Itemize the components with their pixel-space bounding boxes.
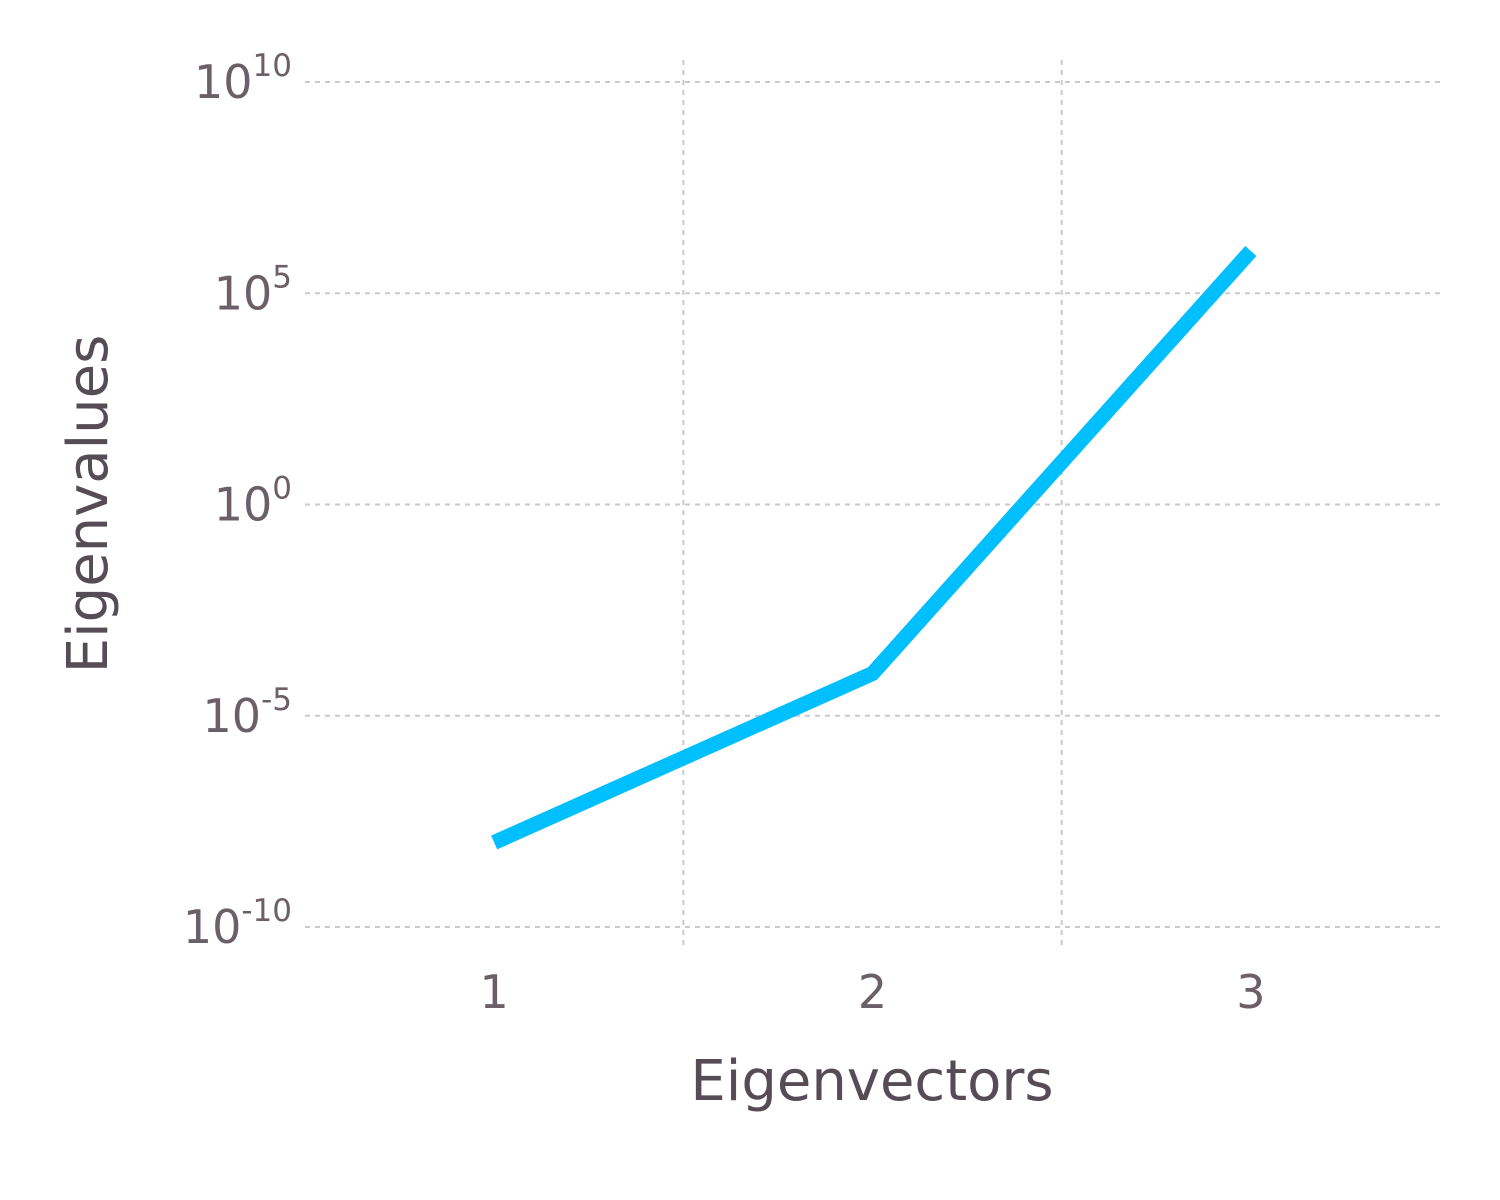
x-tick-labels: 1 2 3	[480, 965, 1266, 1019]
y-tick-label: 105	[214, 259, 292, 320]
x-axis-title: Eigenvectors	[690, 1049, 1053, 1114]
x-tick-label: 2	[858, 965, 887, 1019]
y-axis-title: Eigenvalues	[56, 335, 121, 674]
series-line	[491, 245, 1257, 850]
series-layer	[491, 245, 1257, 850]
y-tick-labels: 10-10 10-5 100 105 1010	[183, 48, 292, 954]
grid	[305, 60, 1440, 950]
x-tick-label: 3	[1236, 965, 1265, 1019]
y-tick-label: 10-5	[203, 682, 292, 743]
x-tick-label: 1	[480, 965, 509, 1019]
y-tick-label: 100	[214, 471, 292, 532]
y-tick-label: 1010	[194, 48, 292, 109]
y-tick-label: 10-10	[183, 893, 292, 954]
